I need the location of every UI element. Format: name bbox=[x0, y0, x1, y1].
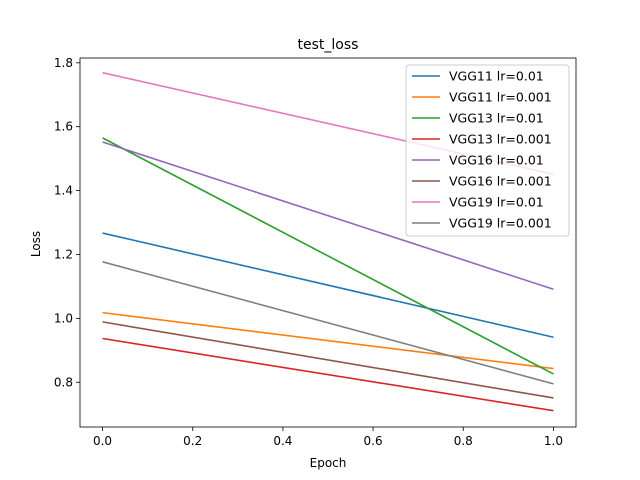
x-tick-label: 0.0 bbox=[93, 434, 112, 448]
legend-entry-1: VGG11 lr=0.001 bbox=[449, 90, 552, 105]
x-tick-label: 0.4 bbox=[273, 434, 292, 448]
x-axis-label: Epoch bbox=[310, 456, 347, 470]
y-tick-label: 1.0 bbox=[54, 311, 73, 325]
legend-entry-7: VGG19 lr=0.001 bbox=[449, 216, 552, 231]
series-line-1 bbox=[102, 311, 554, 370]
series-line-5 bbox=[102, 321, 554, 399]
legend-entry-0: VGG11 lr=0.01 bbox=[449, 69, 544, 84]
x-axis-ticks: 0.0 0.2 0.4 0.6 0.8 1.0 bbox=[93, 427, 563, 448]
x-tick-label: 1.0 bbox=[544, 434, 563, 448]
plot-frame bbox=[79, 57, 577, 428]
legend: VGG11 lr=0.01 VGG11 lr=0.001 VGG13 lr=0.01… bbox=[405, 64, 570, 237]
legend-entry-5: VGG16 lr=0.001 bbox=[449, 174, 552, 189]
y-tick-label: 1.4 bbox=[54, 184, 73, 198]
chart-title: test_loss bbox=[298, 37, 359, 53]
legend-entry-6: VGG19 lr=0.01 bbox=[449, 195, 544, 210]
series-line-7 bbox=[102, 261, 554, 385]
y-tick-label: 1.8 bbox=[54, 56, 73, 70]
legend-entry-2: VGG13 lr=0.01 bbox=[449, 111, 544, 126]
legend-entry-4: VGG16 lr=0.01 bbox=[449, 153, 544, 168]
y-tick-label: 0.8 bbox=[54, 375, 73, 389]
legend-box bbox=[405, 64, 570, 237]
y-tick-label: 1.6 bbox=[54, 120, 73, 134]
series-line-2 bbox=[102, 137, 554, 375]
legend-entry-3: VGG13 lr=0.001 bbox=[449, 132, 552, 147]
y-axis-ticks: 0.8 1.0 1.2 1.4 1.6 1.8 bbox=[54, 56, 80, 389]
series-line-0 bbox=[102, 232, 554, 339]
y-axis-label: Loss bbox=[29, 231, 43, 257]
x-tick-label: 0.8 bbox=[454, 434, 473, 448]
x-tick-label: 0.6 bbox=[364, 434, 383, 448]
series-line-4 bbox=[102, 141, 554, 291]
y-tick-label: 1.2 bbox=[54, 247, 73, 261]
x-tick-label: 0.2 bbox=[183, 434, 202, 448]
series-line-3 bbox=[102, 337, 554, 412]
plot-lines bbox=[102, 71, 554, 412]
